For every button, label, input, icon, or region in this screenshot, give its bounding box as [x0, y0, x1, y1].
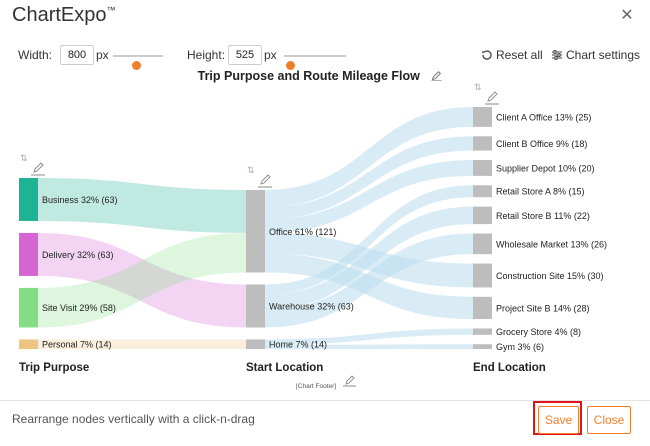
column-axis-label: Start Location: [246, 362, 323, 374]
sankey-node-label: Retail Store A 8% (15): [496, 187, 585, 197]
sankey-node-label: Home 7% (14): [269, 340, 327, 350]
sankey-link: [38, 339, 246, 349]
settings-sliders-icon: [552, 50, 562, 60]
sankey-link: [265, 136, 473, 220]
sankey-node-label: Grocery Store 4% (8): [496, 327, 581, 337]
width-slider-knob[interactable]: [131, 61, 141, 70]
sankey-node[interactable]: [246, 190, 265, 273]
sankey-node-label: Business 32% (63): [42, 195, 118, 205]
brand-logo: ChartExpo™: [12, 4, 116, 27]
close-button[interactable]: Close: [587, 406, 631, 434]
width-unit: px: [96, 48, 109, 62]
sankey-link: [265, 328, 473, 345]
sankey-node[interactable]: [246, 339, 265, 349]
brand-name: ChartExpo: [12, 4, 107, 26]
sankey-node[interactable]: [19, 178, 38, 221]
sankey-link: [265, 344, 473, 349]
sankey-node-label: Retail Store B 11% (22): [496, 211, 590, 221]
sankey-node[interactable]: [473, 328, 492, 335]
reset-icon: [482, 50, 492, 60]
save-highlight-box: [533, 401, 582, 435]
sankey-node-label: Personal 7% (14): [42, 340, 112, 350]
sankey-links: [38, 107, 473, 349]
sankey-node-label: Client A Office 13% (25): [496, 112, 591, 122]
sankey-link: [265, 159, 473, 233]
close-icon[interactable]: ✕: [620, 7, 634, 24]
column-axis-label: Trip Purpose: [19, 362, 89, 374]
chart-footer-text: [Chart Footer]: [296, 383, 336, 390]
save-button[interactable]: Save: [538, 406, 579, 434]
reset-all-button[interactable]: Reset all: [481, 48, 543, 62]
column-edit-pencil-icon[interactable]: [258, 174, 272, 188]
sankey-node[interactable]: [246, 284, 265, 328]
width-input[interactable]: [60, 45, 94, 65]
sankey-chart: Business 32% (63) Delivery 32% (63) Site V…: [19, 82, 607, 390]
sankey-node[interactable]: [473, 185, 492, 198]
sankey-node[interactable]: [19, 287, 38, 328]
reset-all-label: Reset all: [496, 48, 543, 62]
sankey-node[interactable]: [473, 296, 492, 320]
sankey-link: [265, 233, 473, 328]
sankey-node[interactable]: [19, 339, 38, 349]
height-input[interactable]: [228, 45, 262, 65]
sankey-node-label: Site Visit 29% (58): [42, 303, 116, 313]
chart-title-row: Trip Purpose and Route Mileage Flow: [0, 69, 640, 83]
sankey-link: [38, 178, 246, 233]
chart-title: Trip Purpose and Route Mileage Flow: [197, 69, 420, 83]
sankey-column: Client A Office 13% (25) Client B Office …: [473, 82, 607, 352]
width-label: Width:: [18, 48, 53, 62]
sankey-node[interactable]: [473, 206, 492, 225]
chart-settings-label: Chart settings: [566, 48, 641, 62]
sankey-node-label: Construction Site 15% (30): [496, 271, 604, 281]
drag-hint: Rearrange nodes vertically with a click-…: [12, 412, 255, 426]
sort-arrows-icon[interactable]: ⇅: [247, 165, 255, 175]
sankey-column: Business 32% (63) Delivery 32% (63) Site V…: [19, 153, 118, 350]
brand-trademark: ™: [106, 5, 116, 15]
sankey-link: [38, 232, 246, 328]
sankey-node[interactable]: [473, 344, 492, 349]
width-slider[interactable]: [113, 55, 163, 70]
chart-settings-button[interactable]: Chart settings: [551, 48, 640, 62]
sankey-column: Office 61% (121) Warehouse 32% (63) Home 7…: [246, 165, 354, 350]
height-unit: px: [264, 48, 277, 62]
sankey-node-label: Supplier Depot 10% (20): [496, 163, 595, 173]
footer-divider: [0, 400, 650, 401]
sankey-node-label: Client B Office 9% (18): [496, 139, 587, 149]
sankey-node-label: Gym 3% (6): [496, 342, 544, 352]
column-axis-label: End Location: [473, 362, 546, 374]
size-controls: Width: px Height: px Reset all Chart set…: [0, 45, 650, 70]
title-edit-pencil-icon[interactable]: [431, 70, 442, 81]
height-slider-knob[interactable]: [286, 61, 296, 70]
sankey-node[interactable]: [473, 233, 492, 255]
sankey-node[interactable]: [473, 107, 492, 127]
column-edit-pencil-icon[interactable]: [485, 91, 499, 105]
sankey-link: [265, 206, 473, 310]
sankey-node[interactable]: [473, 159, 492, 176]
sankey-node[interactable]: [473, 136, 492, 151]
sankey-link: [265, 107, 473, 208]
sort-arrows-icon[interactable]: ⇅: [474, 82, 482, 92]
column-edit-pencil-icon[interactable]: [31, 162, 45, 176]
sankey-node[interactable]: [473, 263, 492, 288]
sankey-node-label: Delivery 32% (63): [42, 250, 114, 260]
footer-edit-pencil-icon[interactable]: [343, 375, 356, 387]
sankey-node-label: Project Site B 14% (28): [496, 303, 590, 313]
sankey-node-label: Office 61% (121): [269, 227, 336, 237]
sort-arrows-icon[interactable]: ⇅: [20, 153, 28, 163]
sankey-link: [38, 232, 246, 328]
sankey-node-label: Warehouse 32% (63): [269, 301, 354, 311]
sankey-link: [265, 185, 473, 295]
height-label: Height:: [187, 48, 226, 62]
height-slider[interactable]: [284, 55, 346, 70]
sankey-node[interactable]: [19, 232, 38, 276]
sankey-node-label: Wholesale Market 13% (26): [496, 239, 607, 249]
